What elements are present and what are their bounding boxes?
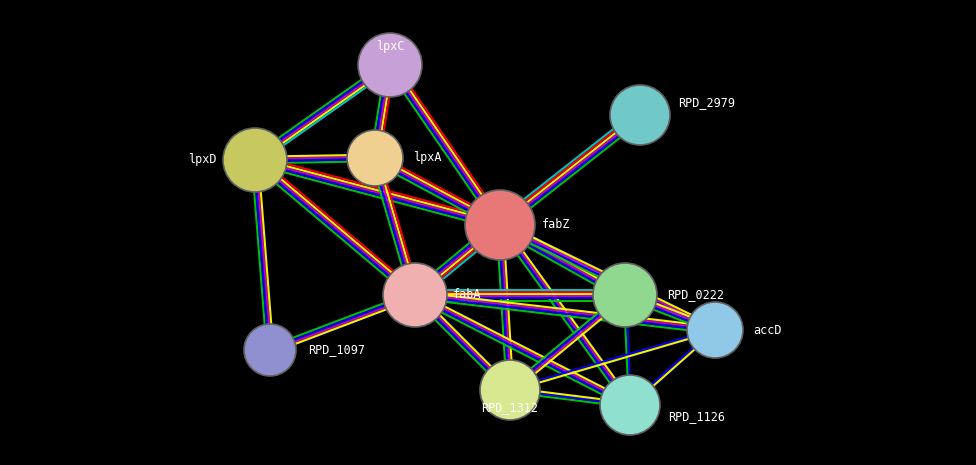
Circle shape	[347, 130, 403, 186]
Text: RPD_0222: RPD_0222	[667, 288, 724, 301]
Text: lpxC: lpxC	[376, 40, 404, 53]
Text: RPD_1126: RPD_1126	[668, 411, 725, 424]
Text: RPD_1097: RPD_1097	[308, 344, 365, 357]
Circle shape	[383, 263, 447, 327]
Circle shape	[465, 190, 535, 260]
Circle shape	[687, 302, 743, 358]
Circle shape	[223, 128, 287, 192]
Circle shape	[358, 33, 422, 97]
Text: RPD_1312: RPD_1312	[481, 401, 539, 414]
Text: lpxD: lpxD	[188, 153, 217, 166]
Circle shape	[480, 360, 540, 420]
Text: RPD_2979: RPD_2979	[678, 97, 735, 109]
Text: lpxA: lpxA	[413, 152, 441, 165]
Text: accD: accD	[753, 324, 782, 337]
Circle shape	[593, 263, 657, 327]
Text: fabA: fabA	[453, 288, 481, 301]
Circle shape	[600, 375, 660, 435]
Circle shape	[244, 324, 296, 376]
Circle shape	[610, 85, 670, 145]
Text: fabZ: fabZ	[542, 219, 571, 232]
